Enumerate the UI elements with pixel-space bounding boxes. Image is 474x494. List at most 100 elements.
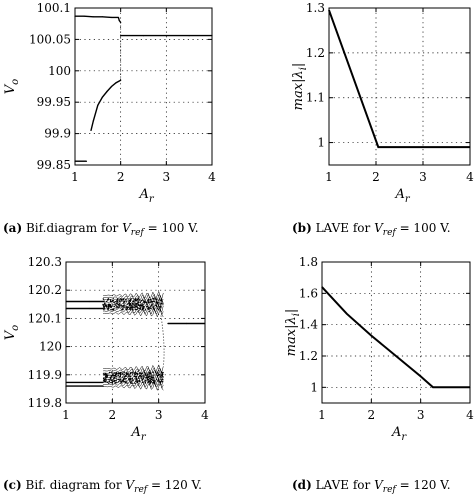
band-point <box>106 373 108 376</box>
x-tick-label: 1 <box>71 170 79 184</box>
band-point <box>116 307 118 309</box>
x-axis-label: Ar <box>139 187 155 205</box>
band-point <box>108 382 110 384</box>
data-point <box>165 35 167 37</box>
data-point <box>185 322 188 325</box>
series-line <box>75 15 119 19</box>
band-point <box>102 298 104 300</box>
x-tick-label: 3 <box>417 408 425 422</box>
y-axis-label-sub: o <box>10 79 21 85</box>
chart-panel-a: 1 2 3 4 99.85 99.9 99.95 100 100.05 100.1 Ar Vo (a) … <box>3 1 216 238</box>
caption-variable: V <box>122 221 132 235</box>
x-tick-label: 2 <box>117 170 125 184</box>
band-trajectory <box>103 297 164 307</box>
data-point <box>90 129 92 132</box>
band-trajectory <box>103 371 164 380</box>
data-point <box>92 16 94 18</box>
caption-text: LAVE for <box>316 478 371 492</box>
x-axis-label-main: A <box>395 187 405 202</box>
data-point <box>469 146 471 148</box>
y-axis-label-main: V <box>3 329 18 340</box>
band-trajectory <box>103 293 164 302</box>
plot-frame <box>74 7 213 166</box>
band-point <box>115 378 118 380</box>
data-point <box>65 300 67 303</box>
band-point <box>103 308 105 311</box>
band-point <box>122 379 124 382</box>
chart-panel-d: 1 2 3 4 1 1.2 1.4 1.6 1.8 Ar max|λi| (d) LAVE for V… <box>284 255 474 494</box>
y-tick-label: 120.1 <box>28 311 62 325</box>
series-line <box>90 79 122 131</box>
band-point <box>105 380 107 383</box>
y-axis-label-tail: | <box>284 309 299 313</box>
plot-frame <box>65 261 206 404</box>
x-tick-label: 4 <box>201 408 209 422</box>
data-point <box>110 16 113 19</box>
band-point <box>103 300 105 302</box>
band-trajectory <box>103 364 164 373</box>
data-point <box>420 375 422 377</box>
y-tick-label: 1.2 <box>299 349 318 363</box>
y-tick-label: 1 <box>317 136 325 150</box>
y-axis-label-sub: i <box>298 67 309 70</box>
data-point <box>97 104 99 106</box>
data-point <box>395 355 397 357</box>
x-tick-label: 3 <box>163 170 171 184</box>
data-point <box>65 381 67 384</box>
x-axis-label-main: A <box>131 425 141 440</box>
data-point <box>346 313 348 315</box>
band-point <box>112 378 115 380</box>
y-tick-label: 1 <box>310 380 318 394</box>
band-point <box>109 378 112 380</box>
plot-frame <box>321 261 471 404</box>
caption-text: Bif.diagram for <box>26 221 119 235</box>
band-trajectory <box>103 299 164 308</box>
chart-panel-b: 1 2 3 4 1 1.1 1.2 1.3 Ar max|λi| (b) LAVE for Vref… <box>291 1 474 238</box>
band-point <box>102 380 105 382</box>
band-point <box>103 373 106 375</box>
y-axis-label: max|λi| <box>291 63 309 111</box>
caption-subscript: ref <box>383 228 398 238</box>
data-point <box>469 386 471 388</box>
data-point <box>88 385 90 387</box>
plot-frame <box>328 7 471 166</box>
x-tick-label: 4 <box>208 170 216 184</box>
y-axis-label-sub: i <box>291 313 302 316</box>
data-point <box>102 300 104 303</box>
band-point <box>134 382 136 384</box>
y-tick-label: 119.8 <box>28 396 62 410</box>
caption-subscript: ref <box>383 485 398 494</box>
x-axis-label-sub: r <box>401 432 407 443</box>
y-tick-label: 100.05 <box>29 32 71 46</box>
data-point <box>88 381 90 384</box>
band-point <box>118 298 120 300</box>
band-point <box>112 309 114 311</box>
data-point <box>204 322 206 325</box>
caption-text: Bif. diagram for <box>26 478 122 492</box>
band-point <box>105 375 107 377</box>
x-axis-label: Ar <box>395 187 411 205</box>
figure-caption: (d) LAVE for Vref = 120 V. <box>292 478 451 494</box>
x-tick-label: 3 <box>419 170 427 184</box>
series-line <box>321 286 470 389</box>
band-point <box>114 303 116 305</box>
band-trajectory <box>103 382 164 392</box>
data-point <box>142 35 145 37</box>
band-point <box>102 373 105 375</box>
band-point <box>143 301 145 303</box>
x-axis-label-sub: r <box>141 432 147 443</box>
y-tick-label: 100 <box>48 64 71 78</box>
band-point <box>121 307 124 309</box>
data-point <box>110 85 113 88</box>
caption-value: = 120 V. <box>400 478 451 492</box>
y-tick-label: 120 <box>39 340 62 354</box>
x-tick-label: 2 <box>372 170 380 184</box>
data-point <box>85 160 88 162</box>
x-axis-label-sub: r <box>149 194 155 205</box>
band-point <box>150 378 153 381</box>
x-tick-label: 4 <box>466 408 474 422</box>
band-trajectory <box>103 290 164 300</box>
caption-variable: V <box>125 478 135 492</box>
y-tick-label: 99.9 <box>44 127 71 141</box>
caption-text: LAVE for <box>316 221 371 235</box>
